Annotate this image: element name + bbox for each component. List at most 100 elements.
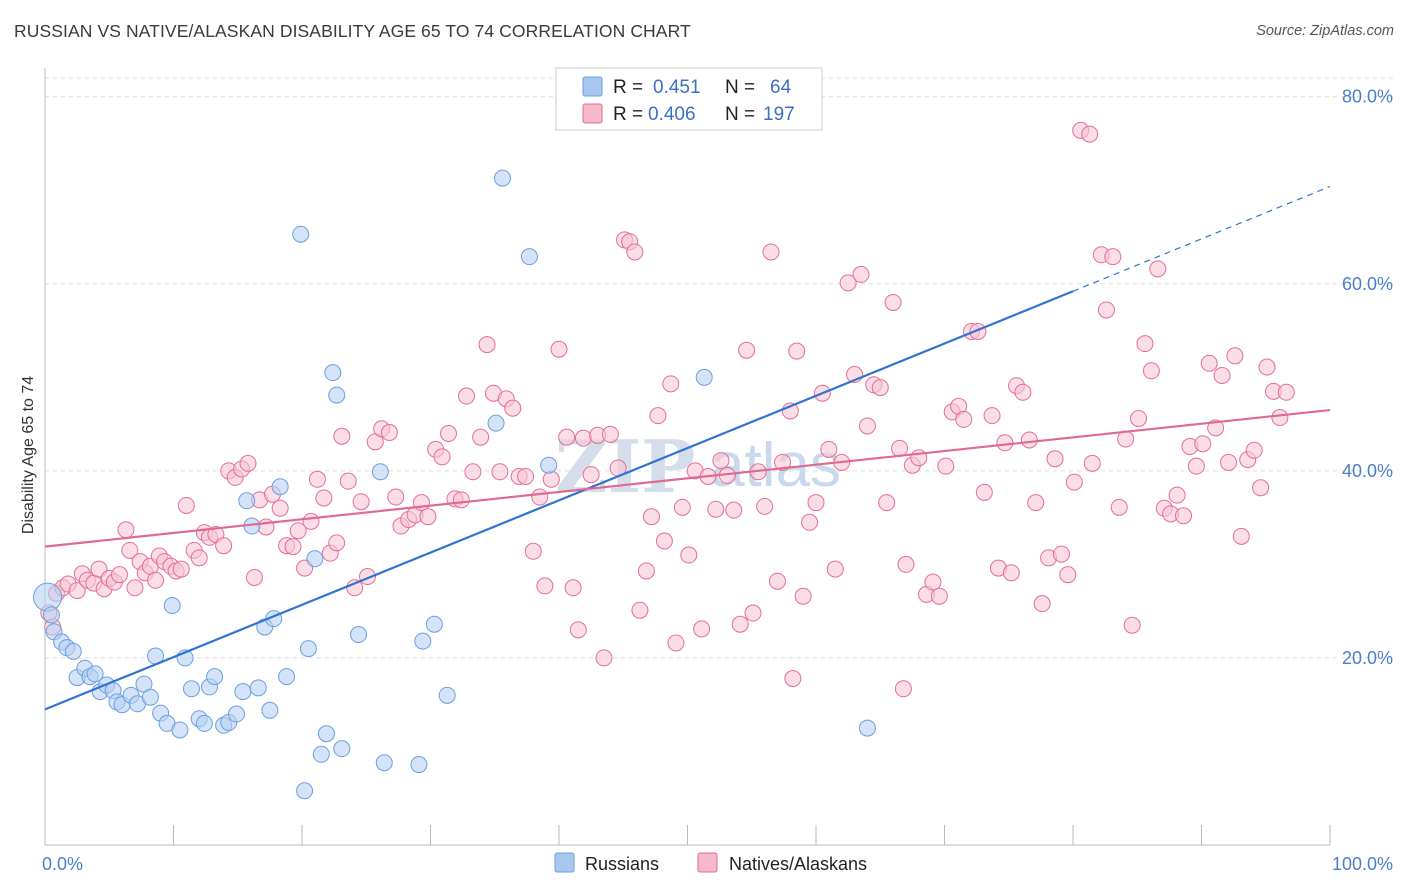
natives-point <box>897 555 915 573</box>
russians-point <box>350 626 368 644</box>
russians-trend-extension <box>1072 185 1331 292</box>
russians-point <box>271 478 289 496</box>
natives-point <box>595 649 613 667</box>
natives-point <box>1213 366 1231 384</box>
natives-point <box>1219 453 1237 471</box>
natives-point <box>1200 354 1218 372</box>
axes <box>44 68 1331 846</box>
natives-point <box>564 579 582 597</box>
legend-r-label: R = <box>613 104 643 125</box>
natives-point <box>1123 616 1141 634</box>
russians-point <box>141 688 159 706</box>
y-tick-labels: 20.0% 40.0% 60.0% 80.0% <box>1342 87 1393 668</box>
russians-point <box>371 463 389 481</box>
natives-point <box>1052 545 1070 563</box>
natives-point <box>894 680 912 698</box>
russians-point <box>278 668 296 686</box>
natives-point <box>643 508 661 526</box>
gridlines <box>45 77 1393 659</box>
natives-point <box>1065 473 1083 491</box>
russians-point <box>163 597 181 615</box>
natives-point <box>693 620 711 638</box>
russians-point <box>410 756 428 774</box>
chart-title: RUSSIAN VS NATIVE/ALASKAN DISABILITY AGE… <box>14 21 691 41</box>
natives-point <box>784 670 802 688</box>
natives-point <box>1002 564 1020 582</box>
natives-point <box>1033 595 1051 613</box>
natives-point <box>257 518 275 536</box>
russians-point <box>493 169 511 187</box>
y-tick-label: 80.0% <box>1342 87 1393 107</box>
natives-point <box>680 546 698 564</box>
natives-point <box>712 452 730 470</box>
natives-point <box>239 454 257 472</box>
chart-source: Source: ZipAtlas.com <box>1256 23 1394 39</box>
natives-point <box>315 489 333 507</box>
natives-point <box>464 463 482 481</box>
natives-point <box>1110 498 1128 516</box>
natives-point <box>177 496 195 514</box>
natives-point <box>1046 450 1064 468</box>
natives-point <box>756 497 774 515</box>
series-russians <box>33 87 876 800</box>
natives-point <box>626 243 644 261</box>
natives-point <box>725 501 743 519</box>
natives-point <box>215 537 233 555</box>
natives-point <box>924 573 942 591</box>
natives-point <box>302 512 320 530</box>
y-tick-label: 20.0% <box>1342 648 1393 668</box>
russians-point <box>695 368 713 386</box>
natives-point <box>121 541 139 559</box>
x-tick-label: 100.0% <box>1332 854 1393 874</box>
natives-point <box>839 274 857 292</box>
natives-point <box>1187 457 1205 475</box>
natives-point <box>68 582 86 600</box>
natives-point <box>884 293 902 311</box>
russians-point <box>425 615 443 633</box>
natives-point <box>655 532 673 550</box>
russians-point <box>487 414 505 432</box>
natives-point <box>333 427 351 445</box>
natives-point <box>871 379 889 397</box>
natives-point <box>1104 248 1122 266</box>
russians-point <box>238 492 256 510</box>
natives-point <box>536 577 554 595</box>
russians-point <box>375 754 393 772</box>
russians-point <box>540 456 558 474</box>
natives-point <box>673 498 691 516</box>
natives-point <box>1083 454 1101 472</box>
natives-point <box>531 488 549 506</box>
bottom-legend-label-russians: Russians <box>585 854 659 874</box>
natives-point <box>190 549 208 567</box>
natives-point <box>707 500 725 518</box>
natives-point <box>352 493 370 511</box>
russians-trend-line <box>44 290 1074 711</box>
natives-point <box>807 494 825 512</box>
natives-point <box>788 342 806 360</box>
natives-point <box>637 562 655 580</box>
russians-point <box>414 632 432 650</box>
x-tick-labels: 0.0% 100.0% <box>42 854 1393 874</box>
natives-point <box>478 336 496 354</box>
natives-point <box>762 243 780 261</box>
natives-point <box>983 407 1001 425</box>
natives-point <box>768 572 786 590</box>
legend-n-value: 197 <box>763 104 795 125</box>
natives-point <box>574 429 592 447</box>
y-tick-label: 40.0% <box>1342 461 1393 481</box>
bottom-legend: Russians Natives/Alaskans <box>554 852 867 874</box>
natives-point <box>289 522 307 540</box>
legend-r-label: R = <box>613 77 643 98</box>
bottom-legend-label-natives: Natives/Alaskans <box>729 854 867 874</box>
y-tick-label: 60.0% <box>1342 274 1393 294</box>
russians-point <box>33 582 63 612</box>
natives-point <box>820 440 838 458</box>
natives-point <box>433 448 451 466</box>
natives-point <box>1130 409 1148 427</box>
natives-point <box>308 470 326 488</box>
natives-point <box>1194 435 1212 453</box>
natives-point <box>930 587 948 605</box>
russians-point <box>249 679 267 697</box>
russians-point <box>324 364 342 382</box>
natives-point <box>284 538 302 556</box>
